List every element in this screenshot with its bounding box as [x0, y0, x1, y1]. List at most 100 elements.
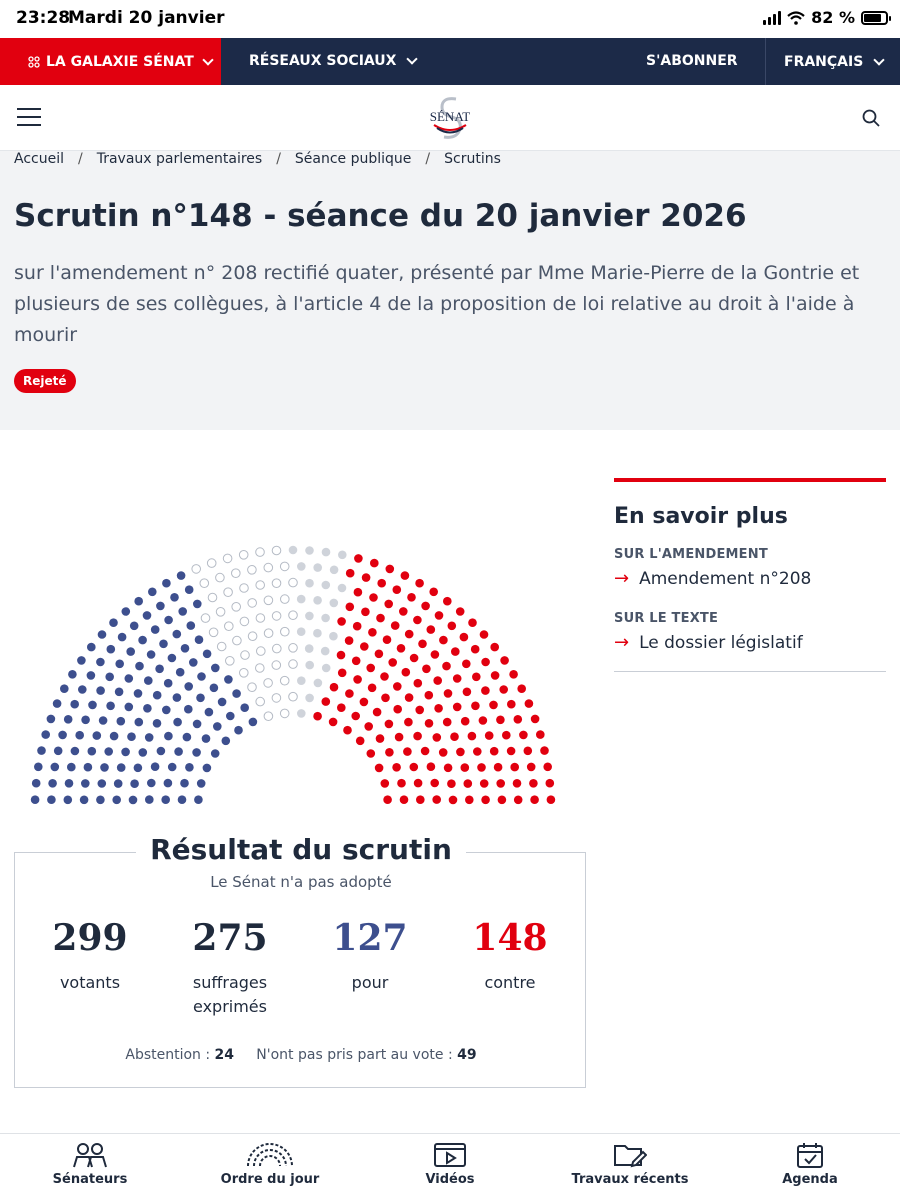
galaxie-senat-menu[interactable]: LA GALAXIE SÉNAT: [0, 38, 221, 85]
breadcrumb-travaux[interactable]: Travaux parlementaires: [96, 151, 263, 167]
stat-value: 148: [472, 917, 548, 959]
breadcrumb-accueil[interactable]: Accueil: [14, 151, 64, 167]
seat-nppv: [280, 594, 290, 604]
seat-contre: [329, 682, 339, 692]
seat-pour: [217, 697, 227, 707]
seat-pour: [68, 670, 77, 679]
seat-nppv: [222, 553, 233, 564]
tab-senateurs[interactable]: Sénateurs: [20, 1142, 160, 1187]
tab-label: Agenda: [782, 1172, 838, 1187]
seat-abstention: [297, 562, 306, 571]
seat-contre: [390, 621, 400, 630]
seat-contre: [459, 632, 469, 642]
seat-pour: [128, 795, 138, 805]
arrow-right-icon: →: [614, 632, 630, 653]
dossier-link-label: Le dossier législatif: [639, 632, 803, 653]
seat-pour: [81, 715, 90, 725]
dossier-link[interactable]: → Le dossier législatif: [614, 632, 886, 653]
breadcrumb-seance[interactable]: Séance publique: [294, 151, 412, 167]
seat-abstention: [313, 563, 323, 572]
seat-contre: [519, 730, 528, 740]
seat-pour: [109, 618, 118, 627]
side-accent-bar: [614, 478, 886, 482]
seat-pour: [48, 779, 57, 788]
seat-pour: [248, 717, 258, 727]
language-selector[interactable]: FRANÇAIS: [765, 38, 900, 85]
tab-videos[interactable]: Vidéos: [380, 1142, 520, 1187]
seat-pour: [161, 795, 170, 804]
seat-nppv: [247, 598, 257, 608]
seat-contre: [407, 593, 416, 602]
seat-nppv: [255, 696, 265, 707]
seat-pour: [164, 615, 173, 625]
seat-nppv: [207, 592, 218, 603]
grid-icon: [28, 55, 40, 68]
seat-contre: [393, 682, 402, 691]
status-bar: 23:28 Mardi 20 janvier 82 %: [0, 0, 900, 38]
seat-contre: [510, 762, 519, 772]
seat-nppv: [216, 641, 227, 652]
seat-pour: [152, 719, 162, 728]
seat-pour: [87, 746, 97, 756]
seat-pour: [113, 779, 123, 788]
tab-travaux-recents[interactable]: Travaux récents: [560, 1142, 700, 1187]
seat-nppv: [231, 568, 241, 579]
seat-nppv: [263, 711, 274, 721]
seat-contre: [388, 658, 398, 667]
seat-pour: [184, 704, 193, 714]
seat-pour: [174, 747, 183, 756]
seat-contre: [361, 607, 370, 617]
seat-contre: [496, 779, 506, 788]
senators-icon: [73, 1143, 107, 1168]
reseaux-sociaux-menu[interactable]: RÉSEAUX SOCIAUX: [249, 53, 419, 69]
seat-pour: [106, 701, 115, 711]
seat-contre: [424, 719, 434, 728]
seat-contre: [370, 558, 379, 568]
breadcrumb-scrutins[interactable]: Scrutins: [444, 151, 501, 167]
seat-contre: [479, 779, 489, 788]
seat-pour: [240, 703, 249, 712]
seat-nppv: [223, 587, 233, 597]
seat-contre: [424, 690, 434, 700]
status-time: 23:28: [16, 8, 71, 28]
menu-icon[interactable]: [17, 108, 41, 126]
tab-ordre-du-jour[interactable]: Ordre du jour: [200, 1142, 340, 1187]
senat-logo[interactable]: SÉNAT: [422, 95, 478, 141]
seat-pour: [64, 779, 74, 788]
seat-pour: [194, 635, 204, 644]
seat-pour: [86, 671, 96, 680]
seat-pour: [97, 779, 107, 788]
seat-pour: [58, 730, 67, 740]
seat-contre: [415, 705, 425, 715]
seat-contre: [507, 699, 516, 709]
seat-contre: [376, 613, 385, 623]
stat-label: suffrages exprimés: [192, 973, 268, 1016]
seat-contre: [496, 715, 505, 725]
nppv-label: N'ont pas pris part au vote :: [256, 1047, 453, 1063]
seat-contre: [360, 642, 369, 651]
seat-contre: [462, 687, 472, 697]
seat-nppv: [224, 621, 234, 631]
seat-contre: [403, 747, 412, 756]
seat-contre: [460, 716, 470, 726]
reseaux-label: RÉSEAUX SOCIAUX: [249, 53, 397, 69]
seat-contre: [359, 697, 369, 707]
search-icon[interactable]: [862, 109, 880, 127]
seat-contre: [313, 711, 322, 721]
seat-abstention: [321, 580, 331, 590]
seat-pour: [133, 763, 143, 773]
seat-nppv: [255, 613, 266, 623]
amendement-link[interactable]: → Amendement n°208: [614, 568, 886, 589]
seat-pour: [134, 596, 143, 606]
seat-pour: [175, 667, 185, 677]
seat-pour: [163, 678, 173, 688]
seat-pour: [130, 779, 139, 788]
seat-pour: [147, 778, 156, 788]
tab-agenda[interactable]: Agenda: [740, 1142, 880, 1187]
seat-pour: [226, 711, 235, 721]
seat-contre: [384, 599, 394, 609]
abonner-link[interactable]: S'ABONNER: [646, 53, 738, 69]
seat-contre: [490, 642, 500, 652]
seat-nppv: [271, 545, 282, 556]
language-label: FRANÇAIS: [784, 53, 864, 70]
